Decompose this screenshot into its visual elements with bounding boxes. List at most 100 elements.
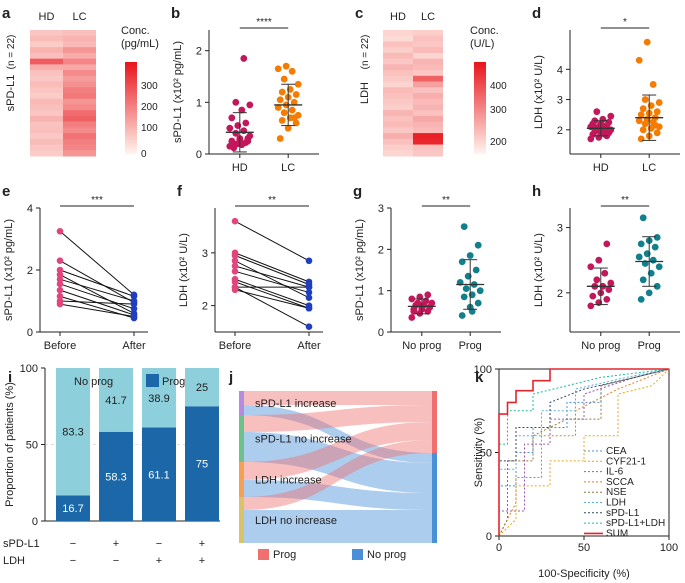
before-point: [231, 278, 239, 286]
colorbar: [474, 62, 486, 154]
after-point: [305, 323, 313, 331]
paired-line: [59, 260, 135, 303]
before-point: [56, 227, 64, 235]
data-point-hd: [230, 140, 238, 148]
data-point-lc: [280, 75, 288, 83]
after-point: [305, 289, 313, 296]
heatmap-cell-hd: [30, 64, 63, 71]
x-tick-label: HD: [593, 162, 609, 174]
heatmap-cell-lc: [413, 75, 443, 83]
y-tick-label: 3: [557, 223, 563, 235]
data-point-prog: [462, 285, 470, 292]
data-point-hd: [246, 101, 254, 109]
roc-curve-il-6: [498, 368, 670, 536]
legend-label-scca: SCCA: [606, 477, 634, 488]
data-point-hd: [242, 119, 250, 127]
data-point-no-prog: [603, 295, 611, 303]
data-point-lc: [639, 126, 647, 134]
row-label-ldh: LDH: [3, 555, 25, 567]
sankey-flow: [243, 405, 432, 463]
heatmap-cell-hd: [383, 75, 413, 83]
sankey-node-left: [239, 497, 244, 543]
heatmap-cell-hd: [30, 87, 63, 94]
spdl1-mark: +: [199, 538, 205, 550]
sankey-legend-prog: Prog: [273, 549, 296, 561]
y-axis-label: Proportion of patients (%): [4, 382, 16, 507]
data-point-hd: [593, 108, 601, 116]
paired-line: [234, 281, 310, 309]
legend-swatch-prog: [146, 374, 159, 387]
data-point-hd: [228, 114, 236, 122]
spdl1-mark: −: [156, 538, 162, 550]
colorbar-unit: (U/L): [470, 38, 494, 50]
heatmap-col-LC: LC: [72, 11, 86, 23]
heatmap-cell-lc: [413, 93, 443, 100]
after-point: [305, 294, 313, 302]
y-tick-label: 4: [27, 203, 33, 215]
heatmap-cell-lc: [413, 87, 443, 94]
paired-line: [234, 270, 310, 293]
after-point: [305, 257, 313, 265]
data-point-no-prog: [601, 269, 609, 277]
data-point-no-prog: [607, 279, 615, 287]
data-point-hd: [238, 106, 246, 114]
paired-line: [234, 252, 310, 283]
data-point-hd: [605, 118, 613, 126]
data-point-lc: [653, 129, 661, 137]
sankey-flow: [243, 422, 432, 480]
y-tick-label: 1: [378, 286, 384, 298]
heatmap-ylabel: sPD-L1: [5, 75, 17, 112]
data-point-lc: [282, 62, 290, 70]
heatmap-cell-lc: [63, 150, 96, 157]
roc-curve-spd-l1: [498, 368, 670, 536]
sankey-flow: [243, 405, 432, 432]
heatmap-cell-hd: [383, 127, 413, 134]
y-tick-label: 2: [378, 244, 384, 256]
heatmap-cell-lc: [63, 115, 96, 123]
y-tick-label: 100: [474, 364, 492, 376]
y-axis-label: LDH (x10² U/L): [533, 55, 545, 129]
before-point: [231, 268, 239, 275]
data-point-prog: [637, 240, 645, 248]
panel-label-a: a: [2, 5, 11, 22]
before-point: [231, 262, 239, 270]
data-point-lc: [274, 104, 282, 111]
y-axis-label: sPD-L1 (x10² pg/mL): [3, 219, 15, 321]
x-tick-label: LC: [642, 162, 656, 174]
data-point-hd: [232, 129, 240, 137]
paired-line: [59, 303, 135, 317]
heatmap-cell-lc: [413, 115, 443, 123]
data-point-prog: [639, 214, 647, 222]
paired-line: [234, 286, 310, 328]
after-point: [130, 305, 138, 313]
panel-label-g: g: [353, 183, 362, 200]
heatmap-cell-hd: [383, 52, 413, 60]
heatmap-ylabel: LDH: [359, 82, 371, 104]
heatmap-cell-lc: [413, 104, 443, 111]
colorbar-tick: 0: [141, 149, 147, 160]
row-label-spdl1: sPD-L1: [3, 538, 40, 550]
y-tick-label: 0: [378, 327, 384, 339]
heatmap-cell-hd: [30, 81, 63, 88]
colorbar-title: Conc.: [470, 25, 499, 37]
y-tick-label: 1: [196, 97, 202, 109]
y-axis-label: sPD-L1 (x10² pg/mL): [354, 219, 366, 321]
heatmap-cell-lc: [63, 35, 96, 42]
y-tick-label: 2: [202, 301, 208, 313]
data-point-lc: [292, 119, 300, 127]
before-point: [56, 257, 64, 265]
data-point-lc: [653, 108, 661, 116]
colorbar-tick: 200: [490, 137, 507, 148]
data-point-prog: [635, 253, 643, 261]
heatmap-cell-hd: [383, 64, 413, 71]
heatmap-note: (n = 22): [6, 35, 17, 70]
bar-prog-label: 58.3: [105, 471, 126, 483]
spdl1-mark: +: [113, 538, 119, 550]
before-point: [231, 252, 239, 259]
after-point: [130, 313, 138, 320]
heatmap-cell-lc: [63, 93, 96, 100]
data-point-hd: [607, 112, 615, 120]
data-point-lc: [649, 81, 657, 88]
colorbar-tick: 100: [141, 123, 158, 134]
data-point-lc: [641, 96, 649, 103]
